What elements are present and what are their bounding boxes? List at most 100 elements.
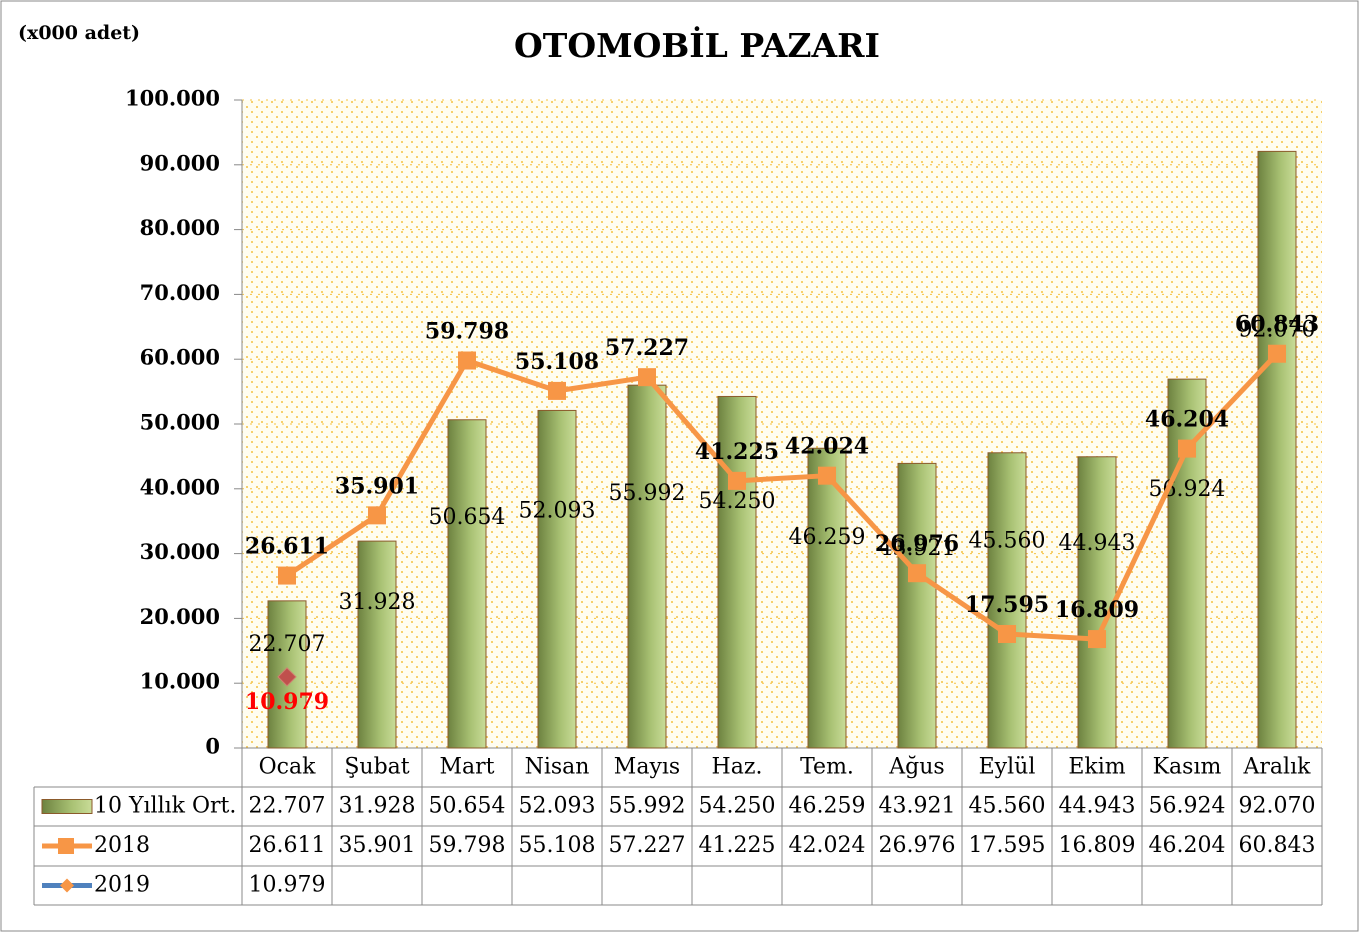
x-tick-label: Nisan xyxy=(525,755,590,780)
data-label: 46.204 xyxy=(1145,407,1229,433)
bar xyxy=(897,462,937,749)
table-cell: 26.976 xyxy=(879,833,956,858)
data-label: 35.901 xyxy=(335,473,419,499)
table-cell: 56.924 xyxy=(1149,794,1226,819)
data-label: 26.976 xyxy=(875,531,959,557)
table-cell: 31.928 xyxy=(339,794,416,819)
marker xyxy=(818,466,836,485)
legend-key xyxy=(58,838,74,854)
table-cell: 52.093 xyxy=(519,794,596,819)
bar xyxy=(987,452,1027,749)
table-cell: 41.225 xyxy=(699,833,776,858)
marker xyxy=(278,566,296,585)
y-tick-label: 80.000 xyxy=(140,215,220,240)
data-label: 54.250 xyxy=(699,489,776,514)
table-cell: 43.921 xyxy=(879,794,956,819)
legend-label: 10 Yıllık Ort. xyxy=(94,794,236,819)
data-label: 56.924 xyxy=(1149,477,1226,502)
data-label: 41.225 xyxy=(695,439,779,465)
bar xyxy=(447,419,487,749)
y-tick-label: 40.000 xyxy=(140,474,220,499)
bar xyxy=(627,384,667,749)
data-label: 55.992 xyxy=(609,481,686,506)
marker xyxy=(458,351,476,370)
y-tick-label: 50.000 xyxy=(140,410,220,435)
table-cell: 50.654 xyxy=(429,794,506,819)
marker xyxy=(1088,630,1106,649)
bar xyxy=(357,540,397,749)
x-tick-label: Ocak xyxy=(259,755,316,780)
data-label: 50.654 xyxy=(429,505,506,530)
x-tick-label: Şubat xyxy=(344,755,409,780)
marker xyxy=(277,667,297,687)
data-label: 52.093 xyxy=(519,499,596,524)
marker xyxy=(368,506,386,525)
marker xyxy=(548,381,566,400)
data-label: 42.024 xyxy=(785,434,869,460)
x-tick-label: Tem. xyxy=(800,755,854,780)
y-tick-label: 20.000 xyxy=(140,604,220,629)
data-label: 26.611 xyxy=(245,534,329,560)
bar xyxy=(717,395,757,749)
y-tick-label: 90.000 xyxy=(140,150,220,175)
data-label: 59.798 xyxy=(425,319,509,345)
table-cell: 55.108 xyxy=(519,833,596,858)
y-tick-label: 30.000 xyxy=(140,539,220,564)
data-label: 46.259 xyxy=(789,525,866,550)
data-label: 10.979 xyxy=(245,689,329,715)
table-cell: 55.992 xyxy=(609,794,686,819)
data-label: 55.108 xyxy=(515,349,599,375)
table-cell: 92.070 xyxy=(1239,794,1316,819)
x-tick-label: Aralık xyxy=(1243,755,1312,780)
chart-title: OTOMOBİL PAZARI xyxy=(514,25,880,65)
marker xyxy=(728,471,746,490)
data-label: 17.595 xyxy=(965,592,1049,618)
table-cell: 60.843 xyxy=(1239,833,1316,858)
table-cell: 16.809 xyxy=(1059,833,1136,858)
x-tick-label: Kasım xyxy=(1153,755,1222,780)
bar xyxy=(1077,456,1117,749)
legend-label: 2019 xyxy=(94,873,150,898)
table-cell: 46.204 xyxy=(1149,833,1226,858)
legend-key xyxy=(60,878,74,893)
marker xyxy=(638,368,656,387)
table-cell: 17.595 xyxy=(969,833,1046,858)
table-cell: 46.259 xyxy=(789,794,866,819)
y-tick-label: 10.000 xyxy=(140,669,220,694)
legend-label: 2018 xyxy=(94,833,150,858)
x-tick-label: Ekim xyxy=(1068,755,1125,780)
table-cell: 10.979 xyxy=(249,873,326,898)
table-cell: 54.250 xyxy=(699,794,776,819)
table-cell: 35.901 xyxy=(339,833,416,858)
line xyxy=(285,352,1279,642)
table-cell: 45.560 xyxy=(969,794,1046,819)
table-cell: 42.024 xyxy=(789,833,866,858)
marker xyxy=(1268,344,1286,363)
marker xyxy=(998,624,1016,643)
data-label: 45.560 xyxy=(969,528,1046,553)
data-label: 60.843 xyxy=(1235,312,1319,338)
bar xyxy=(807,447,847,749)
plot-area xyxy=(242,100,1322,748)
bar xyxy=(537,409,577,749)
data-label: 31.928 xyxy=(339,590,416,615)
bar xyxy=(1257,150,1297,749)
data-label: 92.070 xyxy=(1239,317,1316,342)
x-tick-label: Mayıs xyxy=(614,755,680,780)
y-tick-label: 70.000 xyxy=(140,280,220,305)
data-label: 57.227 xyxy=(605,335,689,361)
y-tick-label: 60.000 xyxy=(140,345,220,370)
legend-key xyxy=(41,799,93,814)
table-cell: 44.943 xyxy=(1059,794,1136,819)
y-label: (x000 adet) xyxy=(18,22,140,44)
y-tick-label: 0 xyxy=(205,734,220,759)
x-tick-label: Ağus xyxy=(888,755,944,780)
table-cell: 57.227 xyxy=(609,833,686,858)
table-cell: 59.798 xyxy=(429,833,506,858)
data-label: 22.707 xyxy=(249,632,326,657)
data-label: 16.809 xyxy=(1055,597,1139,623)
x-tick-label: Mart xyxy=(440,755,495,780)
marker xyxy=(908,564,926,583)
x-tick-label: Haz. xyxy=(712,755,763,780)
